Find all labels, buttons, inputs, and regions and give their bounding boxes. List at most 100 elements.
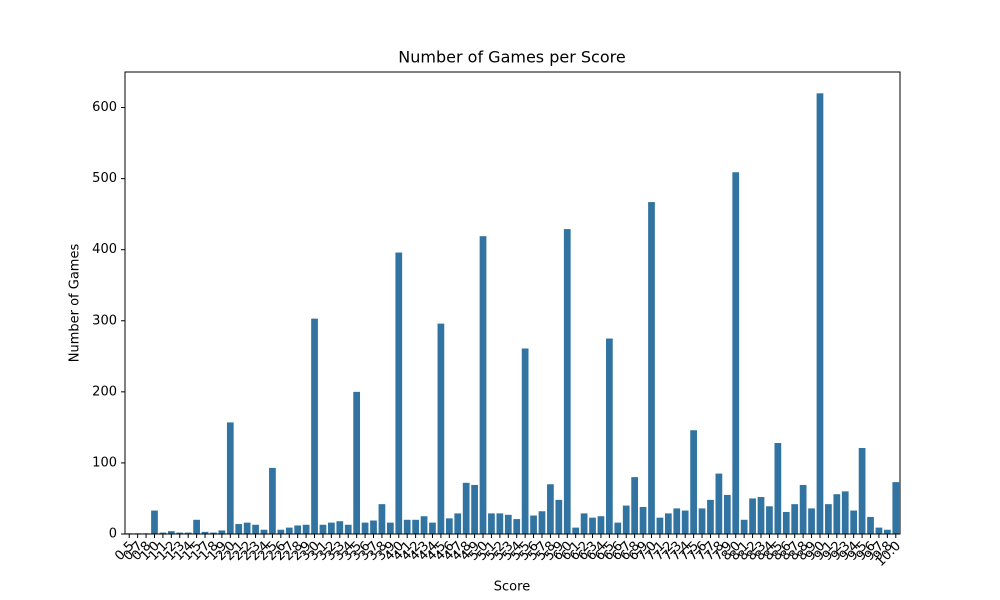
- bar: [782, 511, 790, 534]
- bar: [698, 508, 706, 534]
- y-tick-label: 100: [92, 455, 117, 470]
- y-tick-label: 300: [92, 313, 117, 328]
- bar: [530, 515, 537, 534]
- bar: [563, 229, 571, 534]
- bar: [285, 527, 293, 534]
- bar: [841, 491, 849, 534]
- bar: [875, 527, 883, 534]
- bar: [883, 529, 891, 534]
- bar: [167, 531, 175, 534]
- bar: [614, 522, 622, 534]
- bar: [471, 484, 478, 534]
- bar: [210, 532, 217, 534]
- bar: [656, 517, 664, 534]
- bar: [850, 510, 858, 534]
- bar: [808, 508, 815, 534]
- bar: [791, 504, 799, 534]
- bar: [454, 513, 462, 534]
- bar: [774, 443, 782, 534]
- bar: [673, 508, 681, 534]
- bar: [445, 518, 453, 534]
- bar: [294, 525, 302, 534]
- y-axis-label: Number of Games: [68, 244, 83, 363]
- bar: [403, 519, 411, 534]
- bar: [344, 524, 352, 534]
- bar: [395, 252, 403, 534]
- bar: [260, 529, 268, 534]
- bar: [513, 519, 521, 534]
- bar: [151, 510, 158, 534]
- bar: [538, 511, 546, 534]
- bar: [420, 516, 428, 534]
- bar: [437, 323, 445, 534]
- bar: [648, 202, 655, 534]
- bar: [715, 473, 723, 534]
- bar: [252, 524, 259, 534]
- bar: [681, 510, 689, 534]
- bar: [639, 506, 647, 534]
- bar: [816, 93, 824, 535]
- bar: [488, 513, 495, 534]
- bar: [833, 494, 841, 534]
- bar: [766, 506, 773, 534]
- bar: [462, 482, 470, 534]
- bar: [723, 494, 731, 534]
- bar: [361, 522, 369, 534]
- bar: [319, 524, 327, 534]
- bar: [749, 498, 756, 534]
- y-tick-label: 400: [92, 242, 117, 257]
- bar: [328, 522, 335, 534]
- bar: [176, 532, 184, 534]
- y-tick-label: 600: [92, 100, 117, 115]
- bar: [867, 516, 874, 534]
- bar: [707, 499, 714, 534]
- bar: [218, 530, 226, 534]
- bar: [378, 504, 386, 534]
- bar: [353, 391, 361, 534]
- bar: [159, 532, 167, 534]
- bar: [690, 430, 697, 534]
- bar: [277, 529, 285, 534]
- bar: [243, 522, 251, 534]
- bar: [664, 513, 672, 534]
- plot-frame: [124, 71, 901, 535]
- bar: [311, 318, 318, 534]
- bar: [580, 513, 588, 534]
- bar: [429, 522, 436, 534]
- bar: [606, 338, 613, 534]
- bar: [412, 519, 419, 534]
- y-tick-label: 500: [92, 171, 117, 186]
- bar: [572, 527, 580, 534]
- bar: [184, 532, 192, 534]
- chart-title: Number of Games per Score: [398, 48, 625, 67]
- bar: [732, 172, 740, 535]
- y-tick-label: 0: [109, 527, 117, 542]
- bar: [521, 348, 529, 534]
- bar: [193, 519, 200, 534]
- x-axis-label: Score: [494, 580, 530, 595]
- bar: [547, 484, 554, 534]
- bar: [201, 531, 209, 534]
- bar: [504, 514, 512, 534]
- bar: [226, 422, 234, 534]
- bar: [302, 524, 310, 534]
- bar: [892, 482, 900, 534]
- bar: [269, 467, 276, 534]
- bar: [799, 484, 807, 534]
- bar: [496, 513, 504, 534]
- bar: [370, 520, 377, 534]
- bar: [597, 516, 605, 534]
- bar: [336, 521, 344, 534]
- y-tick-label: 200: [92, 384, 117, 399]
- bar: [555, 499, 563, 534]
- bar: [622, 505, 630, 534]
- bar: [757, 497, 765, 534]
- bar: [589, 517, 596, 534]
- bar: [825, 504, 832, 534]
- bar: [386, 522, 394, 534]
- bar: [479, 236, 487, 535]
- bar: [235, 524, 243, 534]
- bar: [631, 477, 639, 534]
- bar: [858, 447, 866, 534]
